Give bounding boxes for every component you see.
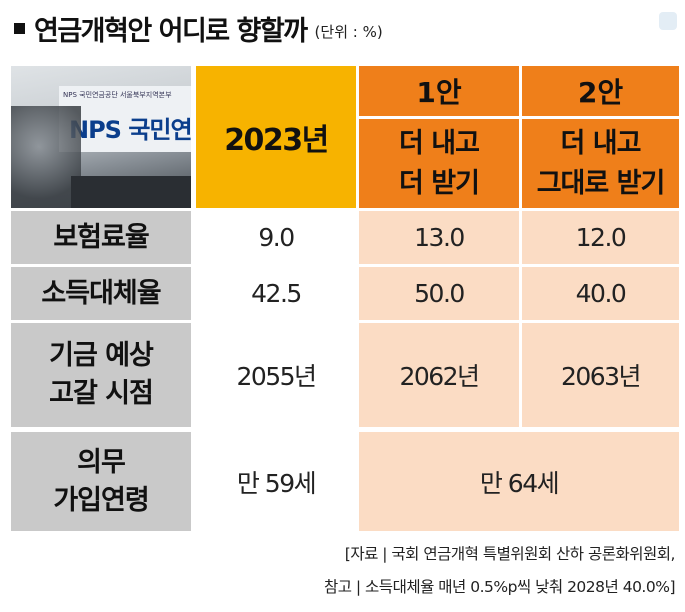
square-bullet-icon: [14, 22, 25, 34]
header-year-2023: 2023년: [196, 66, 356, 208]
row-label-premium-rate: 보험료율: [11, 211, 191, 264]
comparison-table: NPS 국민연금공단 서울북부지역본부 NPS 국민연 2023년 1안 2안 …: [8, 66, 679, 531]
replacement-rate-2023: 42.5: [196, 267, 356, 320]
header-plan2-desc: 더 내고 그대로 받기: [522, 119, 679, 208]
row-label-fund-depletion: 기금 예상 고갈 시점: [11, 323, 191, 427]
signboard-small-text: NPS 국민연금공단 서울북부지역본부: [63, 91, 172, 99]
header-plan1-desc: 더 내고 더 받기: [359, 119, 519, 208]
fund-depletion-2023: 2055년: [196, 323, 356, 427]
plan1-desc-line2: 더 받기: [399, 167, 480, 199]
nps-signboard: NPS 국민연금공단 서울북부지역본부 NPS 국민연: [59, 86, 191, 152]
row-label-mandatory-age: 의무 가입연령: [11, 432, 191, 531]
replacement-rate-plan1: 50.0: [359, 267, 519, 320]
fund-depletion-label-line1: 기금 예상: [49, 340, 154, 371]
fund-depletion-plan1: 2062년: [359, 323, 519, 427]
mandatory-age-plans: 만 64세: [359, 432, 679, 531]
mandatory-age-label-line1: 의무: [77, 446, 126, 478]
title-text: 연금개혁안 어디로 향할까: [34, 15, 308, 47]
premium-rate-plan1: 13.0: [359, 211, 519, 264]
plan1-desc-line1: 더 내고: [399, 127, 480, 159]
nps-logo: NPS 국민연: [69, 116, 191, 144]
plan2-desc-line1: 더 내고: [560, 127, 642, 159]
premium-rate-2023: 9.0: [196, 211, 356, 264]
mandatory-age-2023: 만 59세: [196, 432, 356, 531]
source-line2: 참고 | 소득대체율 매년 0.5%p씩 낮춰 2028년 40.0%]: [323, 578, 676, 596]
unit-note: (단위 : %): [314, 22, 383, 41]
premium-rate-plan2: 12.0: [522, 211, 679, 264]
replacement-rate-plan2: 40.0: [522, 267, 679, 320]
header-plan2: 2안: [522, 66, 679, 116]
plan2-desc-line2: 그대로 받기: [536, 167, 666, 199]
page-title: 연금개혁안 어디로 향할까 (단위 : %): [14, 8, 383, 48]
header-plan1: 1안: [359, 66, 519, 116]
fund-depletion-plan2: 2063년: [522, 323, 679, 427]
mandatory-age-label-line2: 가입연령: [53, 484, 149, 516]
source-note: [자료 | 국회 연금개혁 특별위원회 산하 공론화위원회, 참고 | 소득대체…: [323, 538, 676, 604]
nps-office-photo: NPS 국민연금공단 서울북부지역본부 NPS 국민연: [11, 66, 191, 208]
source-line1: [자료 | 국회 연금개혁 특별위원회 산하 공론화위원회,: [344, 545, 676, 563]
fund-depletion-label-line2: 고갈 시점: [49, 378, 154, 409]
row-label-replacement-rate: 소득대체율: [11, 267, 191, 320]
share-icon[interactable]: [659, 12, 677, 30]
